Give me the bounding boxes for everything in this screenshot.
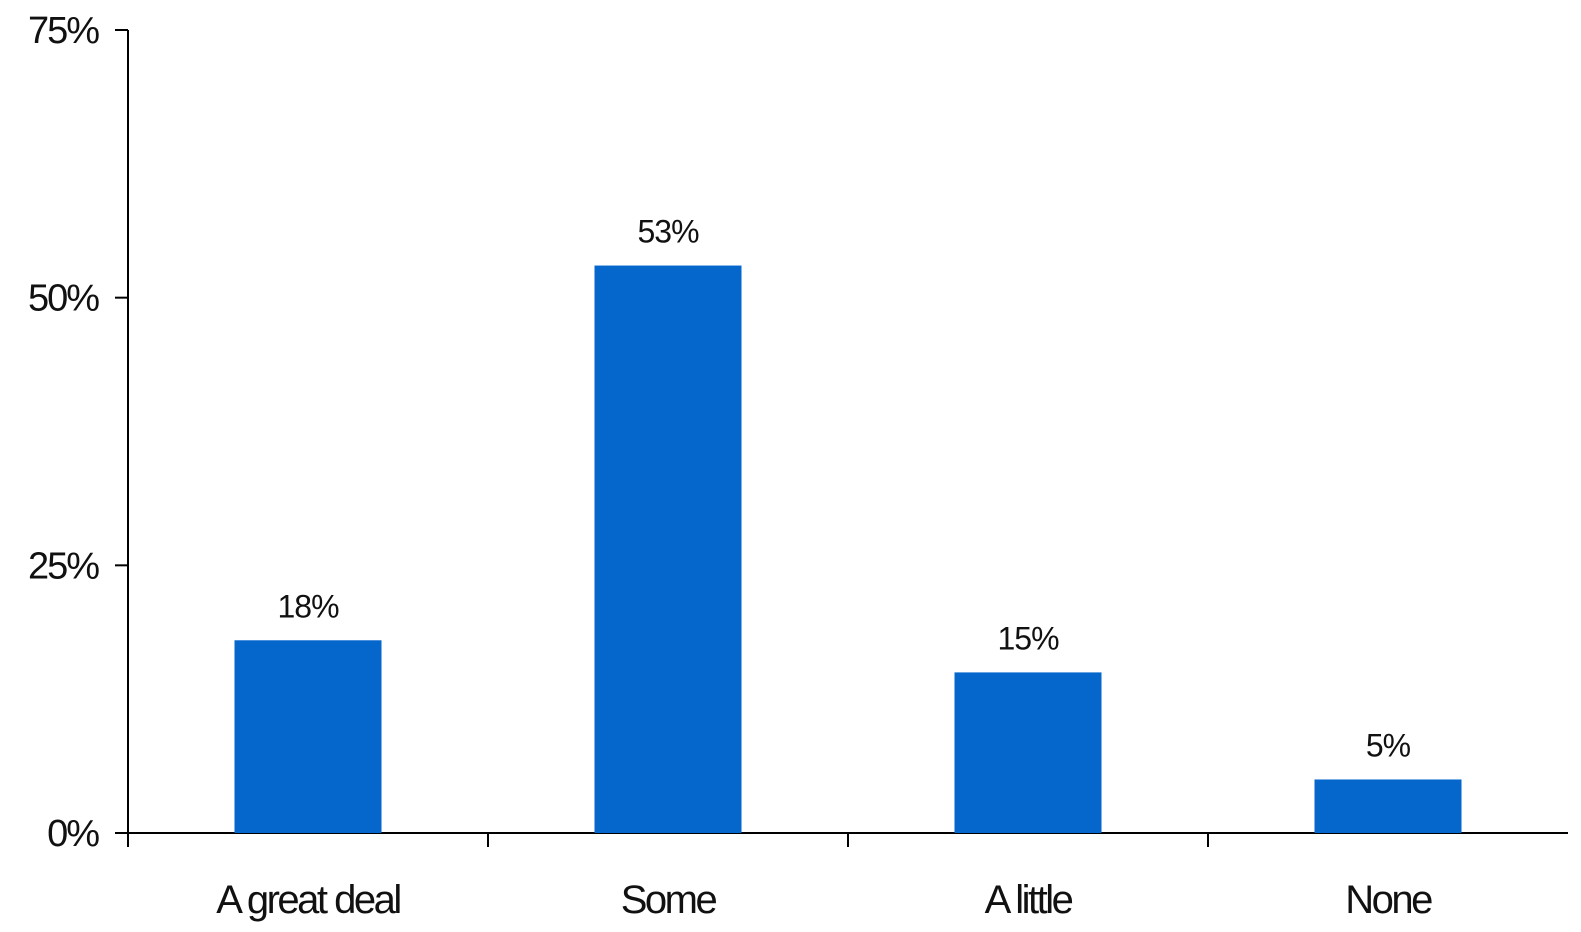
bar-some bbox=[594, 265, 742, 834]
x-axis-ticks bbox=[487, 833, 1209, 847]
category-label: Some bbox=[621, 878, 717, 922]
bars-group bbox=[234, 265, 1462, 834]
category-label: A little bbox=[985, 878, 1073, 922]
y-axis-ticks: 0% 25% 50% 75% bbox=[28, 10, 128, 855]
bar-value-label: 53% bbox=[637, 214, 699, 250]
bar-value-label: 5% bbox=[1366, 727, 1411, 763]
category-label: None bbox=[1345, 878, 1432, 922]
data-labels-group: 18% 53% 15% 5% bbox=[277, 214, 1411, 764]
y-tick-label: 50% bbox=[28, 278, 99, 320]
category-labels-group: A great deal Some A little None bbox=[216, 878, 1434, 922]
y-tick-label: 75% bbox=[28, 10, 99, 52]
y-tick-label: 0% bbox=[47, 813, 99, 855]
y-tick-label: 25% bbox=[28, 545, 99, 587]
bar-value-label: 15% bbox=[997, 620, 1059, 656]
bar-a-great-deal bbox=[234, 640, 382, 833]
bar-none bbox=[1314, 779, 1462, 833]
bar-value-label: 18% bbox=[277, 588, 339, 624]
category-label: A great deal bbox=[216, 878, 400, 922]
bar-a-little bbox=[954, 672, 1102, 833]
